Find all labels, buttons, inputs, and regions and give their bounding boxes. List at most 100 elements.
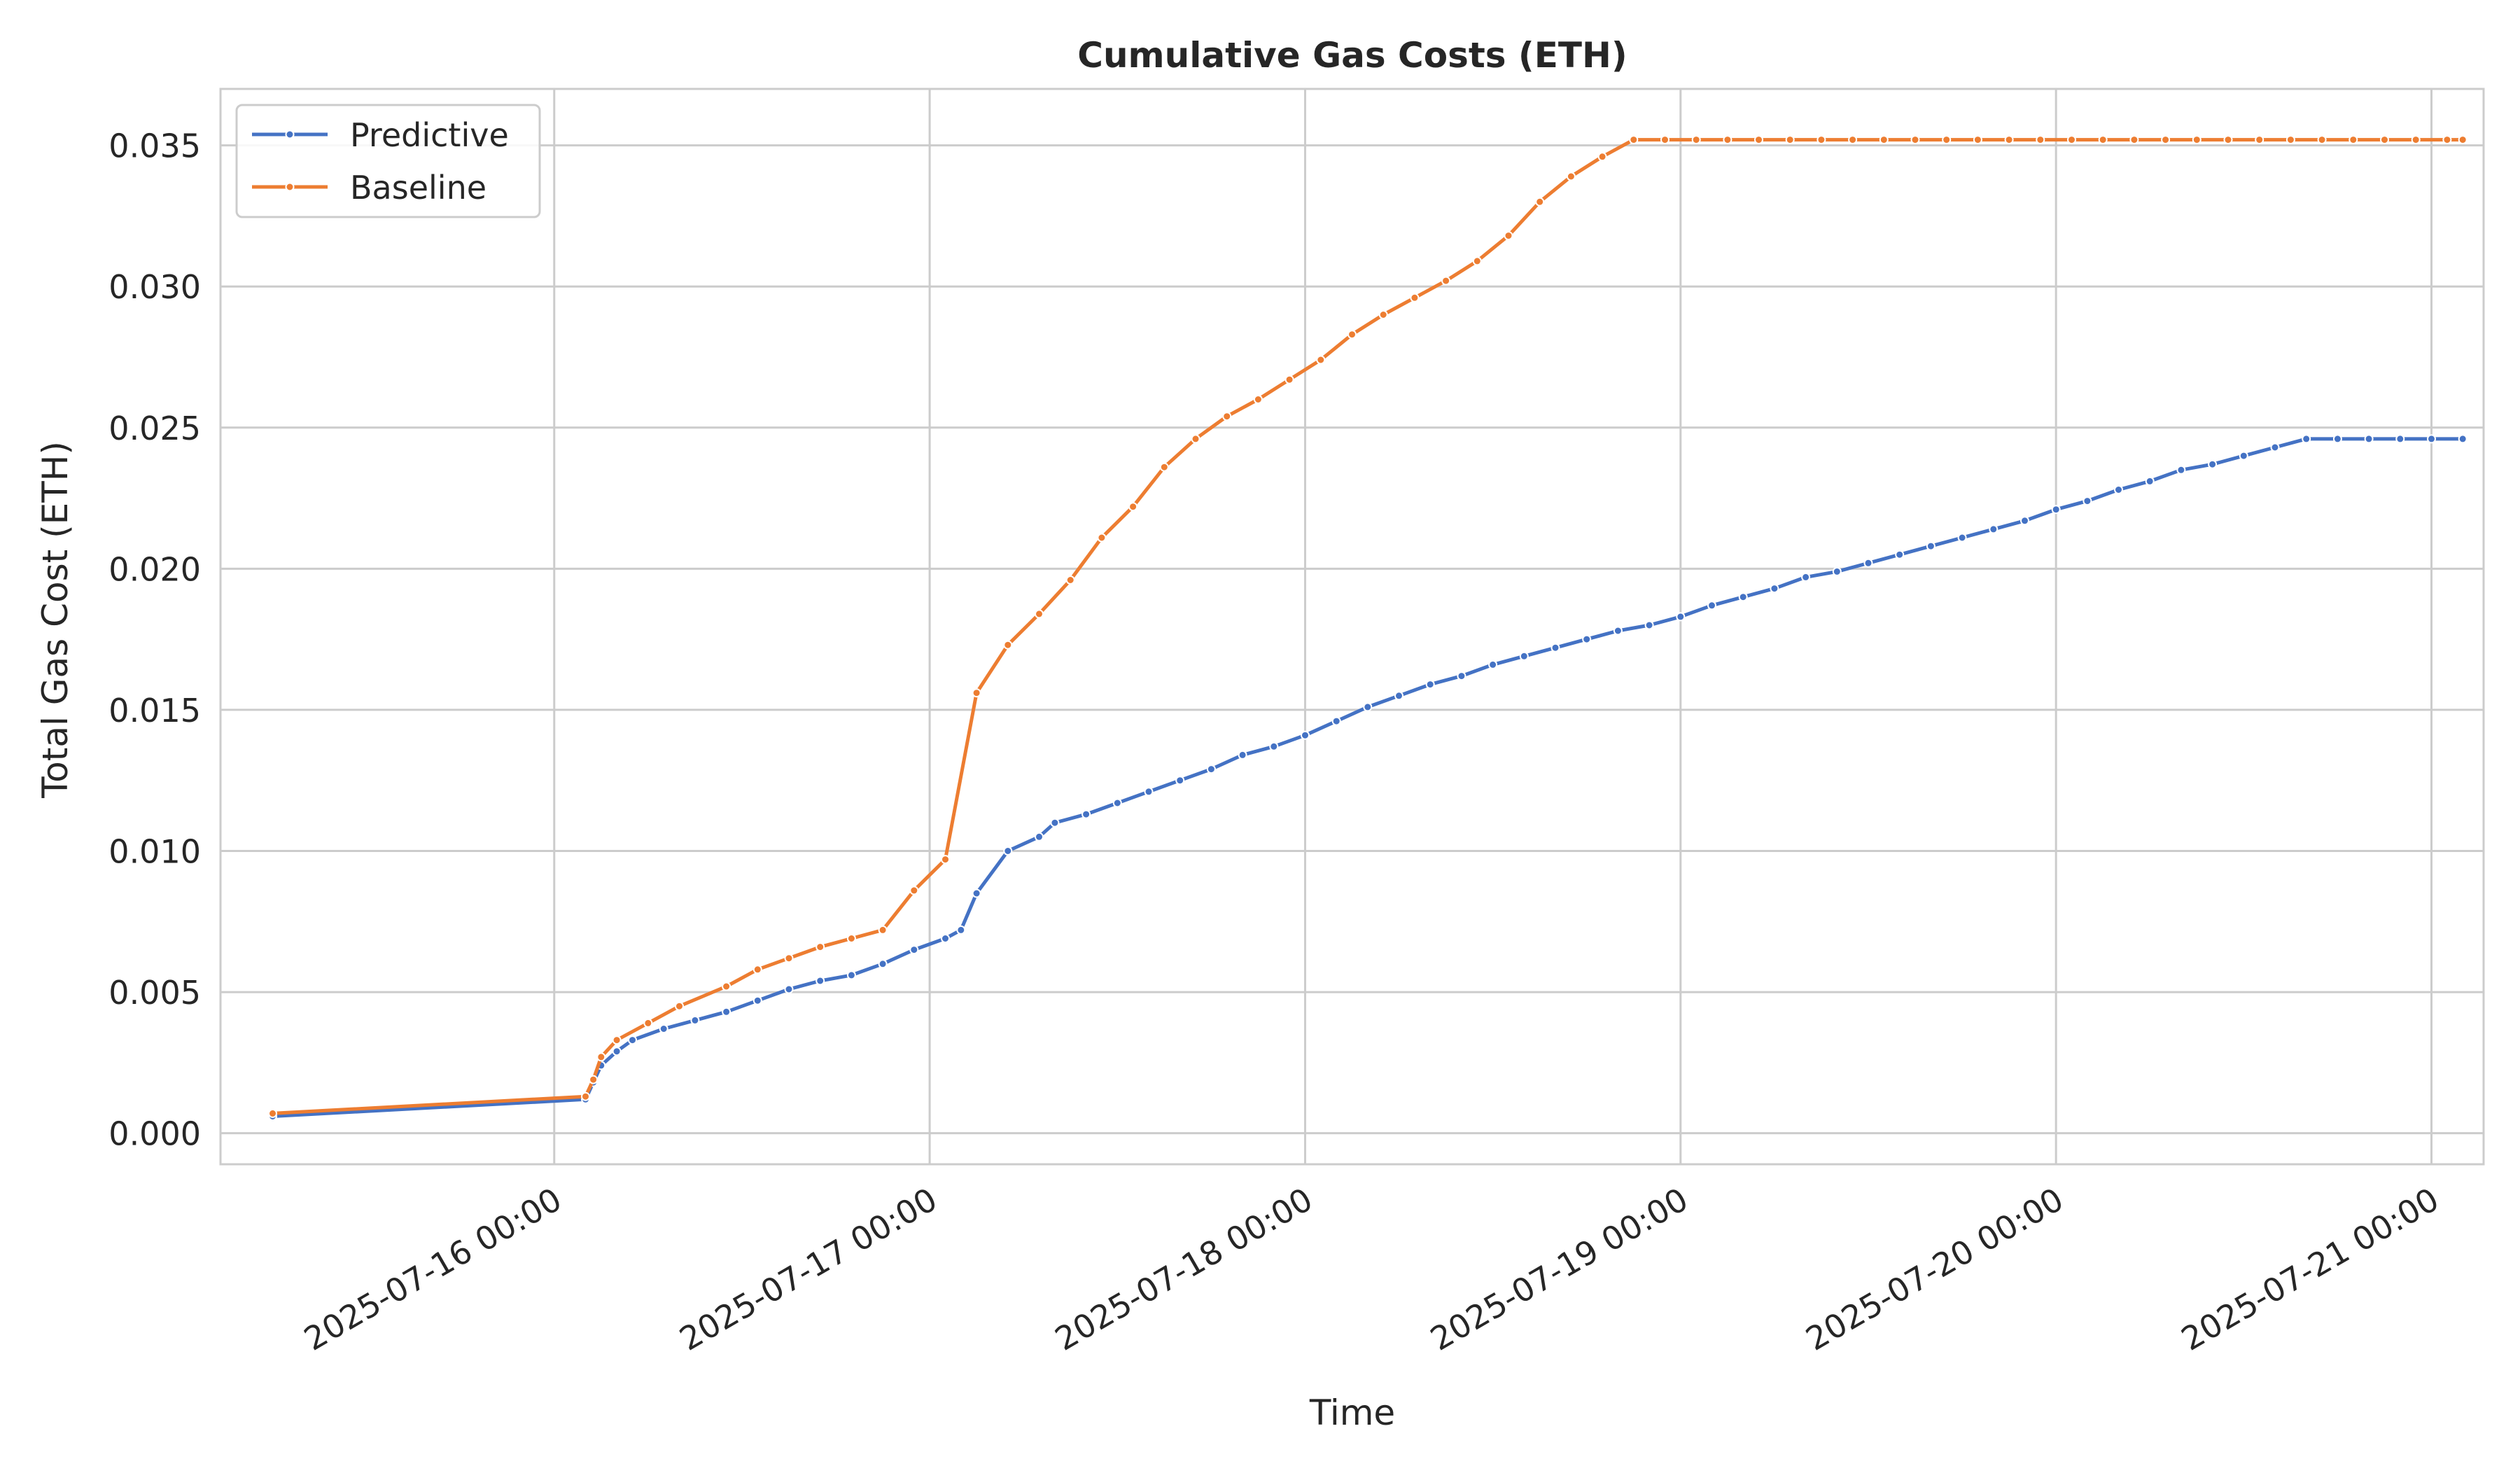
data-point <box>2286 135 2295 145</box>
data-point <box>2442 135 2452 145</box>
data-point <box>1879 135 1889 145</box>
data-point <box>581 1091 590 1101</box>
y-axis-label: Total Gas Cost (ETH) <box>35 441 76 799</box>
data-point <box>2427 434 2436 444</box>
data-point <box>1394 691 1404 701</box>
data-point <box>2036 135 2045 145</box>
data-point <box>878 925 888 935</box>
y-tick-label: 0.005 <box>108 974 201 1012</box>
data-point <box>1895 550 1905 559</box>
data-point <box>1676 612 1686 622</box>
data-point <box>2302 434 2311 444</box>
data-point <box>2395 434 2405 444</box>
data-point <box>752 965 762 975</box>
data-point <box>1926 541 1935 551</box>
data-point <box>1348 330 1357 340</box>
data-point <box>1316 355 1326 365</box>
data-point <box>1488 659 1498 669</box>
data-point <box>941 855 950 865</box>
data-point <box>1301 730 1310 740</box>
data-point <box>2364 434 2374 444</box>
data-point <box>2129 135 2139 145</box>
data-point <box>1144 787 1154 797</box>
data-point <box>1269 741 1279 751</box>
data-point <box>1754 135 1763 145</box>
data-point <box>628 1035 637 1045</box>
data-point <box>1910 135 1920 145</box>
data-point <box>2239 451 2248 461</box>
legend-marker <box>285 130 295 139</box>
data-point <box>659 1024 668 1033</box>
axes-frame <box>219 88 2485 1166</box>
data-point <box>1989 524 1998 534</box>
data-point <box>2020 516 2029 526</box>
data-point <box>1035 832 1044 842</box>
data-point <box>1065 575 1075 585</box>
data-point <box>1035 609 1044 619</box>
y-tick-labels: 0.000 0.005 0.010 0.015 0.020 0.025 0.030 0.035 <box>108 127 201 1153</box>
data-point <box>1003 640 1013 650</box>
data-point <box>972 888 981 898</box>
data-point <box>1566 172 1576 181</box>
data-point <box>2098 135 2108 145</box>
data-point <box>2176 465 2186 475</box>
data-point <box>1660 135 1670 145</box>
data-point <box>909 886 919 895</box>
series-line <box>271 437 2465 1118</box>
data-point <box>1613 626 1623 636</box>
data-point <box>2051 505 2061 515</box>
data-point <box>1128 502 1138 512</box>
data-point <box>1504 231 1513 241</box>
data-point <box>1112 798 1122 808</box>
data-point <box>846 934 856 943</box>
data-point <box>612 1035 622 1045</box>
data-point <box>1582 634 1592 644</box>
y-tick-label: 0.035 <box>108 127 201 165</box>
data-point <box>1457 671 1466 681</box>
data-point <box>1472 256 1482 266</box>
series-line <box>271 138 2465 1115</box>
data-point <box>1331 716 1341 726</box>
data-point <box>1597 152 1607 162</box>
data-point <box>1222 412 1232 421</box>
data-point <box>2223 135 2233 145</box>
data-point <box>643 1018 653 1028</box>
data-point <box>2145 476 2155 486</box>
data-point <box>878 959 888 969</box>
y-tick-label: 0.000 <box>108 1115 201 1153</box>
data-point <box>1691 135 1701 145</box>
data-point <box>784 984 794 994</box>
data-point <box>2458 434 2468 444</box>
data-point <box>612 1047 622 1056</box>
data-point <box>1206 765 1216 774</box>
data-point <box>941 934 950 943</box>
y-tick-label: 0.015 <box>108 692 201 729</box>
series-layer <box>268 135 2468 1121</box>
data-point <box>752 996 762 1005</box>
data-point <box>2317 135 2327 145</box>
data-point <box>2004 135 2014 145</box>
data-point <box>2348 135 2358 145</box>
data-point <box>1519 651 1529 661</box>
data-point <box>1253 395 1263 404</box>
data-point <box>1738 592 1748 602</box>
data-point <box>2067 135 2076 145</box>
data-point <box>1175 776 1185 786</box>
data-point <box>2161 135 2171 145</box>
series-baseline <box>268 135 2468 1118</box>
legend-item: Predictive <box>252 116 509 154</box>
data-point <box>1441 276 1451 286</box>
data-point <box>816 942 825 952</box>
data-point <box>2192 135 2202 145</box>
data-point <box>1848 135 1858 145</box>
data-point <box>1535 197 1545 207</box>
data-point <box>1050 818 1060 828</box>
data-point <box>1159 462 1169 472</box>
data-point <box>784 954 794 963</box>
data-point <box>268 1108 277 1118</box>
legend-marker <box>285 182 295 192</box>
data-point <box>1973 135 1982 145</box>
